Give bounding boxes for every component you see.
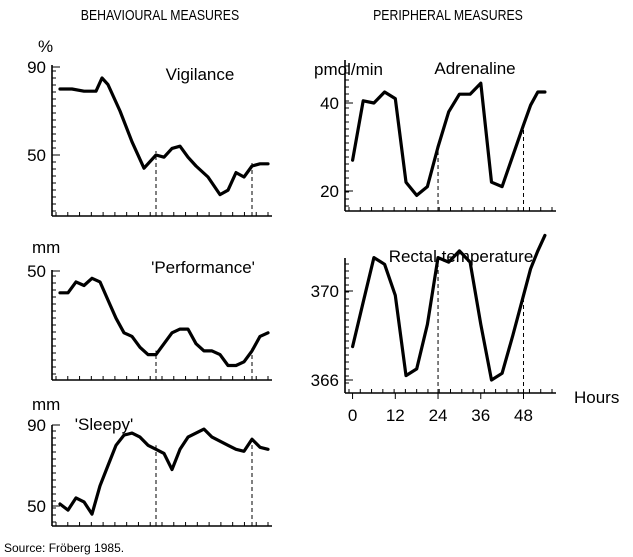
unit-label: %: [38, 37, 53, 56]
y-tick-label: 366: [311, 371, 339, 390]
panel-vigilance: 90 50% Vigilance: [27, 37, 272, 217]
y-tick-label: 40: [320, 94, 339, 113]
panel-title: Adrenaline: [434, 59, 515, 78]
y-tick-label: 90: [27, 58, 46, 77]
x-tick-label: 0: [348, 406, 357, 425]
y-tick-label: 90: [27, 416, 46, 435]
unit-label: mm: [32, 238, 60, 257]
x-tick-label: 12: [386, 406, 405, 425]
source-note: Source: Fröberg 1985.: [4, 541, 124, 555]
heading-peripheral: PERIPHERAL MEASURES: [373, 7, 523, 23]
series-line-rectal-temperature: [351, 233, 547, 382]
panel-title: Vigilance: [166, 65, 235, 84]
panel-rectal-temperature: 370 366 Rectal temperature 0 12 24 36 48 Hours: [311, 233, 619, 425]
x-tick-label: 36: [471, 406, 490, 425]
y-tick-label: 20: [320, 182, 339, 201]
series-line-sleepy: [58, 427, 270, 516]
x-tick-label: 24: [429, 406, 448, 425]
y-tick-label: 50: [27, 262, 46, 281]
series-line-adrenaline: [351, 81, 547, 197]
heading-behavioural: BEHAVIOURAL MEASURES: [81, 7, 239, 23]
panel-performance: 50 mm 'Performance': [27, 238, 272, 381]
panel-title: 'Performance': [151, 258, 255, 277]
y-tick-label: 50: [27, 146, 46, 165]
panel-title: Rectal temperature: [389, 247, 534, 266]
panel-title: 'Sleepy': [75, 415, 133, 434]
x-tick-label: 48: [514, 406, 533, 425]
x-axis-label: Hours: [574, 388, 619, 407]
panel-adrenaline: 40 20 pmol/min Adrenaline: [314, 59, 556, 212]
unit-label: mm: [32, 395, 60, 414]
panel-sleepy: 90 50 mm 'Sleepy': [27, 395, 272, 527]
unit-label: pmol/min: [314, 60, 383, 79]
series-line-vigilance: [58, 76, 270, 197]
series-line-performance: [58, 276, 270, 368]
y-tick-label: 370: [311, 282, 339, 301]
y-tick-label: 50: [27, 497, 46, 516]
